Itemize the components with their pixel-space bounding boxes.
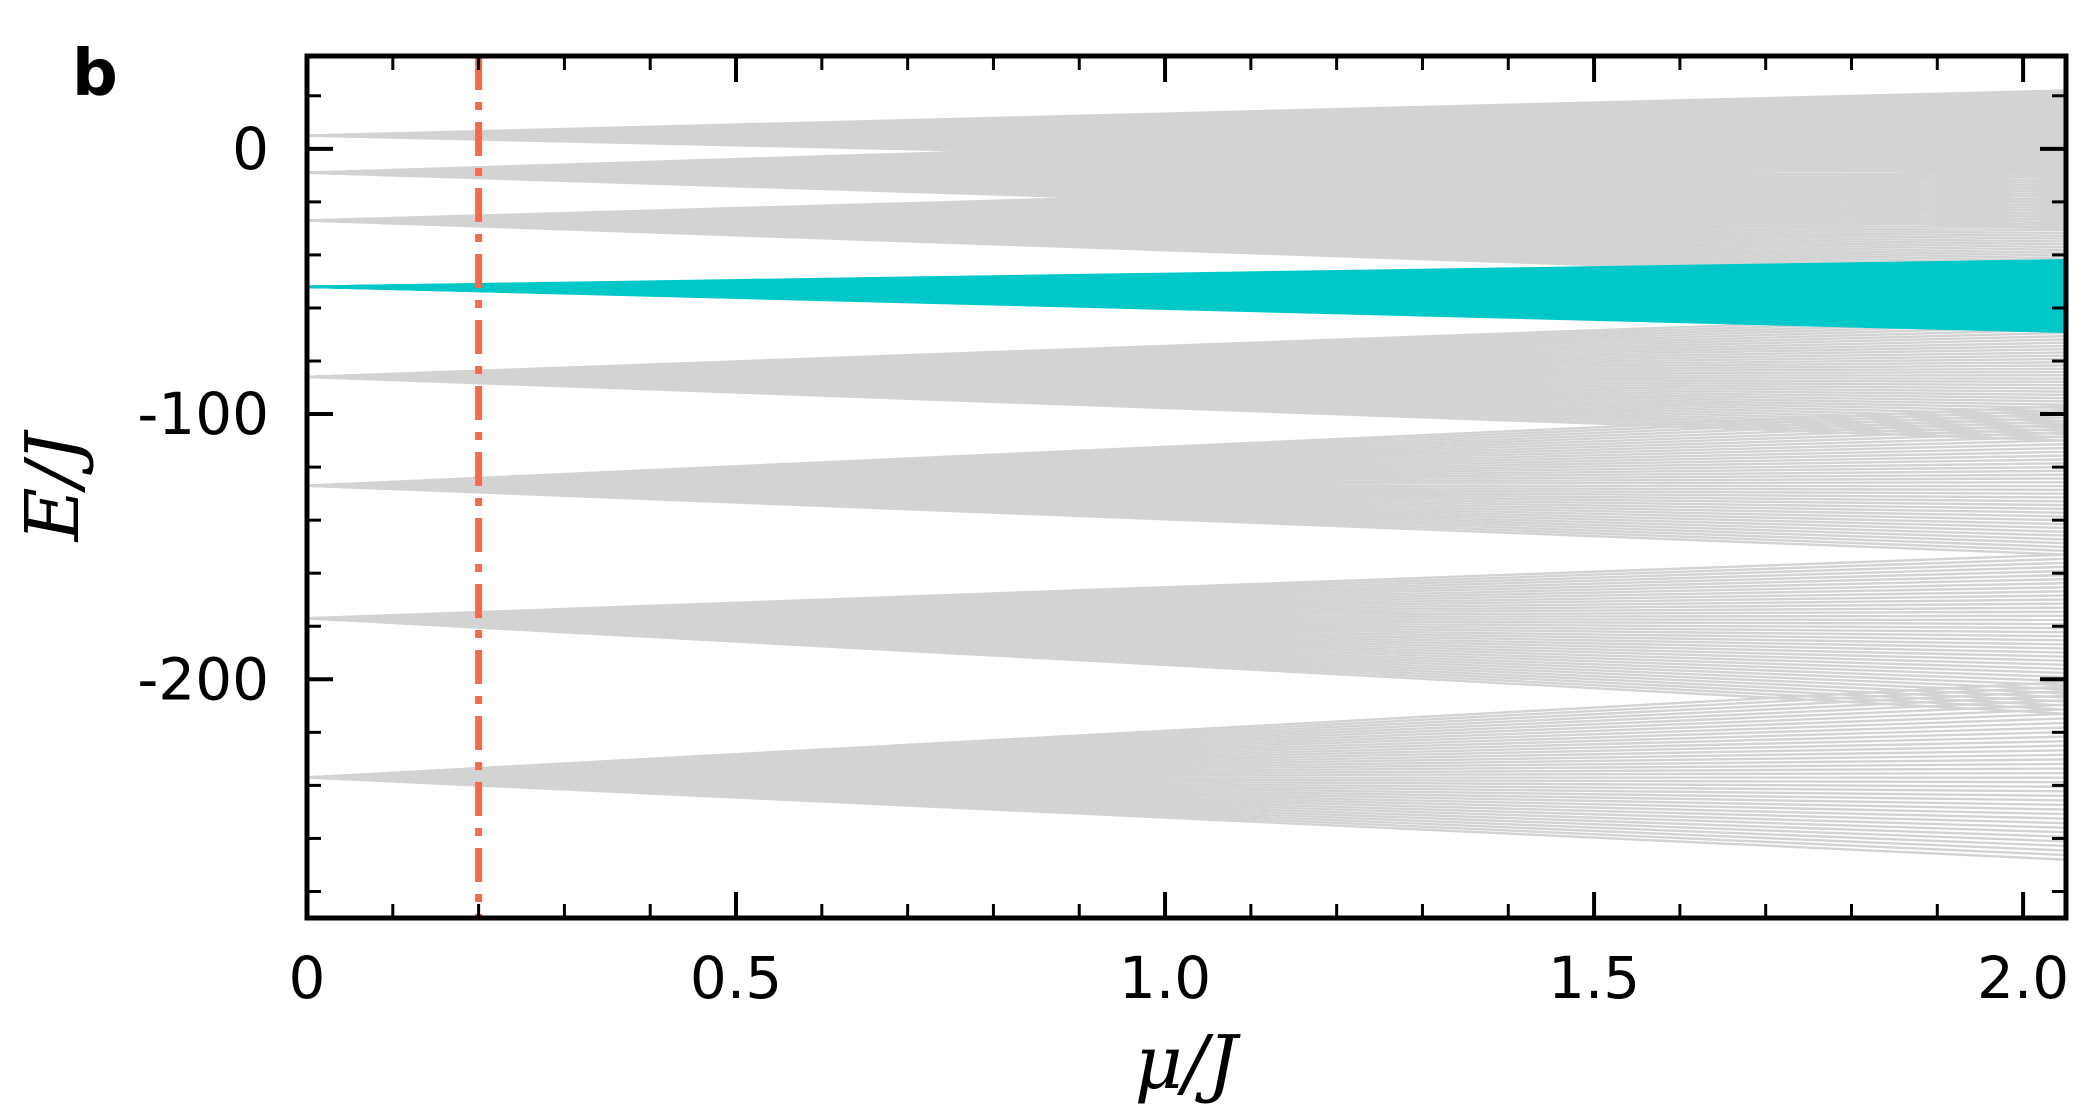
axis-ticks (305, 56, 2066, 918)
x-tick-label: 2.0 (1977, 944, 2069, 1012)
y-tick-label: -200 (137, 645, 269, 713)
x-tick-label: 0 (289, 944, 326, 1012)
band-1-level-line (306, 89, 2067, 137)
band-7-level-line (306, 553, 2067, 620)
band-7 (306, 553, 2067, 715)
x-tick-label: 0.5 (690, 944, 782, 1012)
band-6-level-line (306, 404, 2067, 487)
y-tick-labels: 0 -100 -200 (137, 115, 269, 713)
band-3 (306, 168, 2067, 283)
y-axis-label: E/J (10, 428, 96, 543)
band-8 (306, 680, 2067, 861)
x-axis-label: μ/J (1135, 1020, 1242, 1106)
band-8-level-line (306, 680, 2067, 779)
band-3-level-line (306, 168, 2067, 222)
plot-frame (304, 53, 2069, 921)
band-2-level-line (306, 115, 2067, 174)
x-tick-label: 1.5 (1548, 944, 1640, 1012)
band-4-level-line (306, 259, 2067, 288)
y-tick-label: 0 (232, 115, 269, 183)
band-4 (306, 259, 2067, 334)
x-tick-label: 1.0 (1119, 944, 1211, 1012)
band-lines (306, 89, 2067, 861)
x-tick-labels: 0 0.5 1.0 1.5 2.0 (289, 944, 2070, 1012)
band-5 (306, 312, 2067, 442)
y-tick-label: -100 (137, 380, 269, 448)
panel-label: b (72, 37, 118, 111)
band-6 (306, 404, 2067, 556)
